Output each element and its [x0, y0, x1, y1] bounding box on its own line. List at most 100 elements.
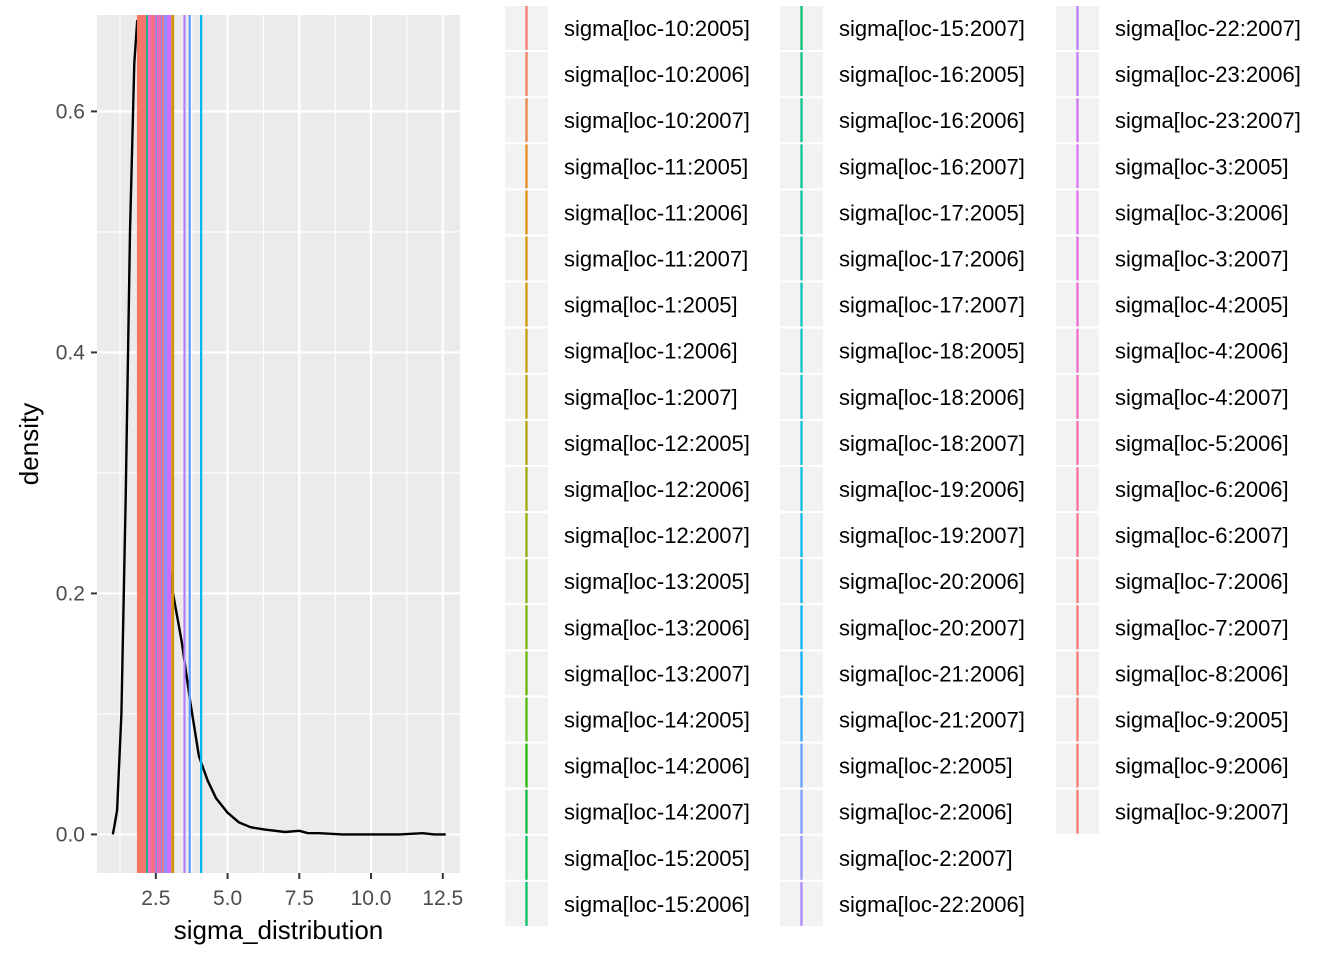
legend-label: sigma[loc-20:2007]: [839, 615, 1025, 640]
legend-label: sigma[loc-17:2007]: [839, 293, 1025, 318]
legend-label: sigma[loc-16:2006]: [839, 108, 1025, 133]
legend-label: sigma[loc-19:2006]: [839, 477, 1025, 502]
legend-item: sigma[loc-3:2007]: [1056, 236, 1289, 281]
legend-item: sigma[loc-17:2006]: [780, 236, 1025, 281]
legend-label: sigma[loc-14:2005]: [564, 708, 750, 733]
legend-item: sigma[loc-21:2006]: [780, 651, 1025, 696]
legend-label: sigma[loc-5:2006]: [1115, 431, 1289, 456]
legend-item: sigma[loc-14:2006]: [505, 743, 750, 788]
legend-item: sigma[loc-12:2007]: [505, 513, 750, 558]
legend-label: sigma[loc-11:2007]: [564, 247, 748, 272]
legend-label: sigma[loc-12:2005]: [564, 431, 750, 456]
legend-label: sigma[loc-10:2007]: [564, 108, 750, 133]
legend-item: sigma[loc-2:2007]: [780, 835, 1013, 880]
legend-label: sigma[loc-1:2005]: [564, 293, 738, 318]
legend-label: sigma[loc-3:2007]: [1115, 247, 1289, 272]
legend-item: sigma[loc-11:2006]: [505, 190, 748, 235]
x-tick-label: 2.5: [141, 887, 170, 910]
legend-label: sigma[loc-17:2006]: [839, 247, 1025, 272]
legend-label: sigma[loc-10:2006]: [564, 62, 750, 87]
legend-item: sigma[loc-22:2006]: [780, 881, 1025, 926]
legend-label: sigma[loc-13:2005]: [564, 569, 750, 594]
legend-label: sigma[loc-22:2006]: [839, 892, 1025, 917]
legend-label: sigma[loc-9:2006]: [1115, 754, 1289, 779]
legend-item: sigma[loc-13:2006]: [505, 605, 750, 650]
legend-item: sigma[loc-5:2006]: [1056, 420, 1289, 465]
legend-label: sigma[loc-3:2006]: [1115, 200, 1289, 225]
legend-item: sigma[loc-12:2005]: [505, 420, 750, 465]
legend-label: sigma[loc-2:2006]: [839, 800, 1013, 825]
legend-item: sigma[loc-14:2007]: [505, 789, 750, 834]
legend-item: sigma[loc-10:2006]: [505, 52, 750, 97]
legend-label: sigma[loc-12:2007]: [564, 523, 750, 548]
legend-item: sigma[loc-20:2006]: [780, 559, 1025, 604]
legend-item: sigma[loc-2:2006]: [780, 789, 1013, 834]
legend-item: sigma[loc-7:2007]: [1056, 605, 1289, 650]
legend-item: sigma[loc-17:2005]: [780, 190, 1025, 235]
legend-item: sigma[loc-12:2006]: [505, 467, 750, 511]
legend-label: sigma[loc-4:2005]: [1115, 293, 1289, 318]
legend-item: sigma[loc-1:2005]: [505, 282, 738, 327]
legend-item: sigma[loc-18:2005]: [780, 328, 1025, 373]
legend-item: sigma[loc-20:2007]: [780, 605, 1025, 650]
x-tick-label: 7.5: [285, 887, 314, 910]
legend-item: sigma[loc-23:2006]: [1056, 52, 1301, 97]
legend-item: sigma[loc-14:2005]: [505, 697, 750, 742]
legend-item: sigma[loc-11:2005]: [505, 144, 748, 189]
legend-label: sigma[loc-18:2005]: [839, 339, 1025, 364]
legend-label: sigma[loc-4:2006]: [1115, 339, 1289, 364]
legend-label: sigma[loc-23:2006]: [1115, 62, 1301, 87]
legend: sigma[loc-10:2005] sigma[loc-10:2006] sigm…: [505, 6, 1301, 926]
legend-label: sigma[loc-13:2006]: [564, 615, 750, 640]
y-tick-label: 0.6: [56, 100, 85, 123]
legend-label: sigma[loc-8:2006]: [1115, 661, 1289, 686]
legend-item: sigma[loc-4:2006]: [1056, 328, 1289, 373]
legend-label: sigma[loc-11:2006]: [564, 200, 748, 225]
legend-item: sigma[loc-16:2006]: [780, 98, 1025, 143]
legend-item: sigma[loc-8:2006]: [1056, 651, 1289, 696]
legend-label: sigma[loc-9:2005]: [1115, 708, 1289, 733]
x-tick-label: 12.5: [422, 887, 463, 910]
legend-item: sigma[loc-13:2005]: [505, 559, 750, 604]
legend-item: sigma[loc-13:2007]: [505, 651, 750, 696]
legend-label: sigma[loc-16:2007]: [839, 154, 1025, 179]
legend-item: sigma[loc-21:2007]: [780, 697, 1025, 742]
legend-item: sigma[loc-7:2006]: [1056, 559, 1289, 604]
x-tick-label: 5.0: [213, 887, 242, 910]
legend-label: sigma[loc-4:2007]: [1115, 385, 1289, 410]
legend-item: sigma[loc-15:2005]: [505, 835, 750, 880]
legend-label: sigma[loc-18:2007]: [839, 431, 1025, 456]
legend-label: sigma[loc-23:2007]: [1115, 108, 1301, 133]
legend-item: sigma[loc-15:2006]: [505, 881, 750, 926]
y-tick-label: 0.0: [56, 823, 85, 846]
legend-item: sigma[loc-6:2006]: [1056, 467, 1289, 511]
x-tick-label: 10.0: [351, 887, 392, 910]
legend-item: sigma[loc-19:2006]: [780, 467, 1025, 511]
legend-label: sigma[loc-6:2007]: [1115, 523, 1289, 548]
y-tick-label: 0.4: [56, 341, 86, 364]
legend-item: sigma[loc-9:2006]: [1056, 743, 1289, 788]
legend-label: sigma[loc-21:2006]: [839, 661, 1025, 686]
legend-item: sigma[loc-18:2006]: [780, 374, 1025, 419]
legend-label: sigma[loc-14:2007]: [564, 800, 750, 825]
legend-label: sigma[loc-20:2006]: [839, 569, 1025, 594]
legend-item: sigma[loc-1:2006]: [505, 328, 738, 373]
legend-label: sigma[loc-2:2007]: [839, 846, 1013, 871]
axes: 2.5 5.0 7.5 10.0 12.5 0.0 0.2 0.4 0.6: [56, 100, 463, 910]
legend-label: sigma[loc-13:2007]: [564, 661, 750, 686]
legend-item: sigma[loc-4:2005]: [1056, 282, 1289, 327]
legend-item: sigma[loc-17:2007]: [780, 282, 1025, 327]
legend-label: sigma[loc-15:2006]: [564, 892, 750, 917]
legend-item: sigma[loc-1:2007]: [505, 374, 738, 419]
legend-item: sigma[loc-3:2005]: [1056, 144, 1289, 189]
legend-label: sigma[loc-15:2005]: [564, 846, 750, 871]
legend-label: sigma[loc-17:2005]: [839, 200, 1025, 225]
legend-item: sigma[loc-2:2005]: [780, 743, 1013, 788]
legend-item: sigma[loc-22:2007]: [1056, 6, 1301, 50]
legend-item: sigma[loc-4:2007]: [1056, 374, 1289, 419]
legend-item: sigma[loc-10:2007]: [505, 98, 750, 143]
plot-panel: [97, 15, 460, 873]
legend-item: sigma[loc-19:2007]: [780, 513, 1025, 558]
legend-label: sigma[loc-7:2006]: [1115, 569, 1289, 594]
legend-label: sigma[loc-1:2007]: [564, 385, 738, 410]
